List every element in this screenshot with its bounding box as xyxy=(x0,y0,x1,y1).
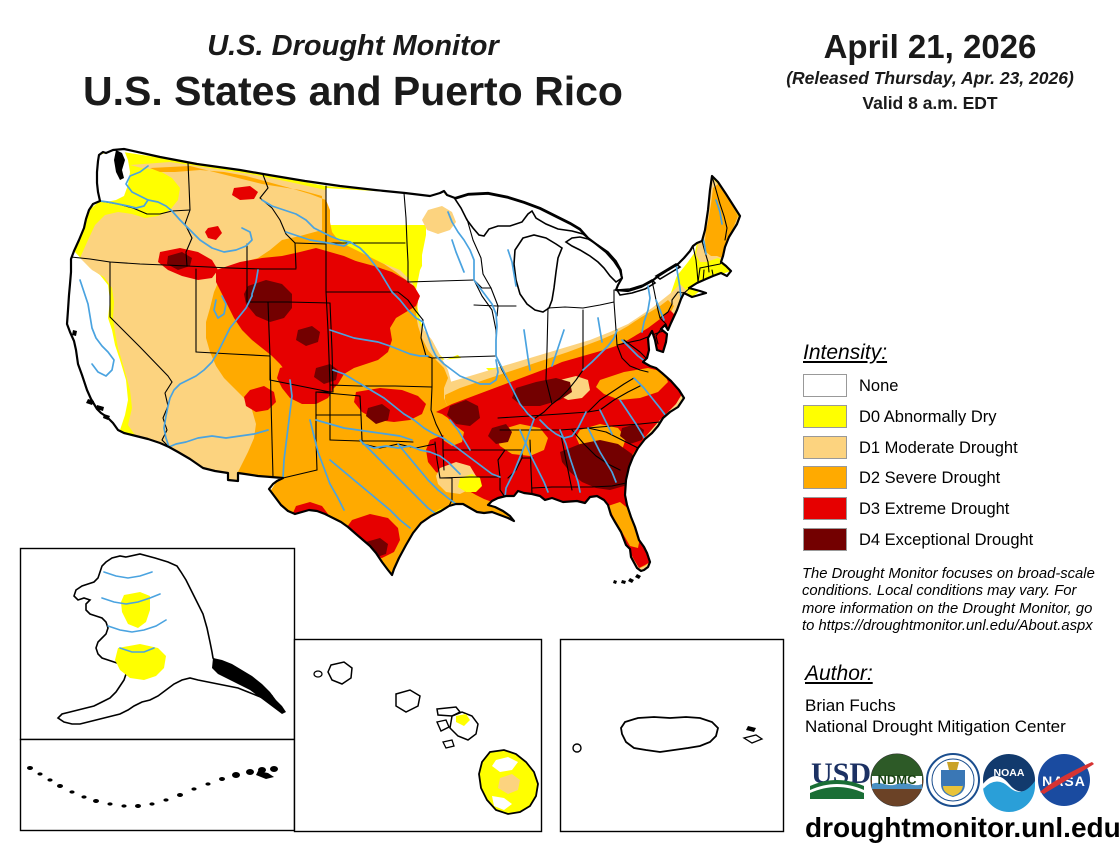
svg-text:NOAA: NOAA xyxy=(994,767,1025,779)
svg-text:NDMC: NDMC xyxy=(878,772,918,787)
